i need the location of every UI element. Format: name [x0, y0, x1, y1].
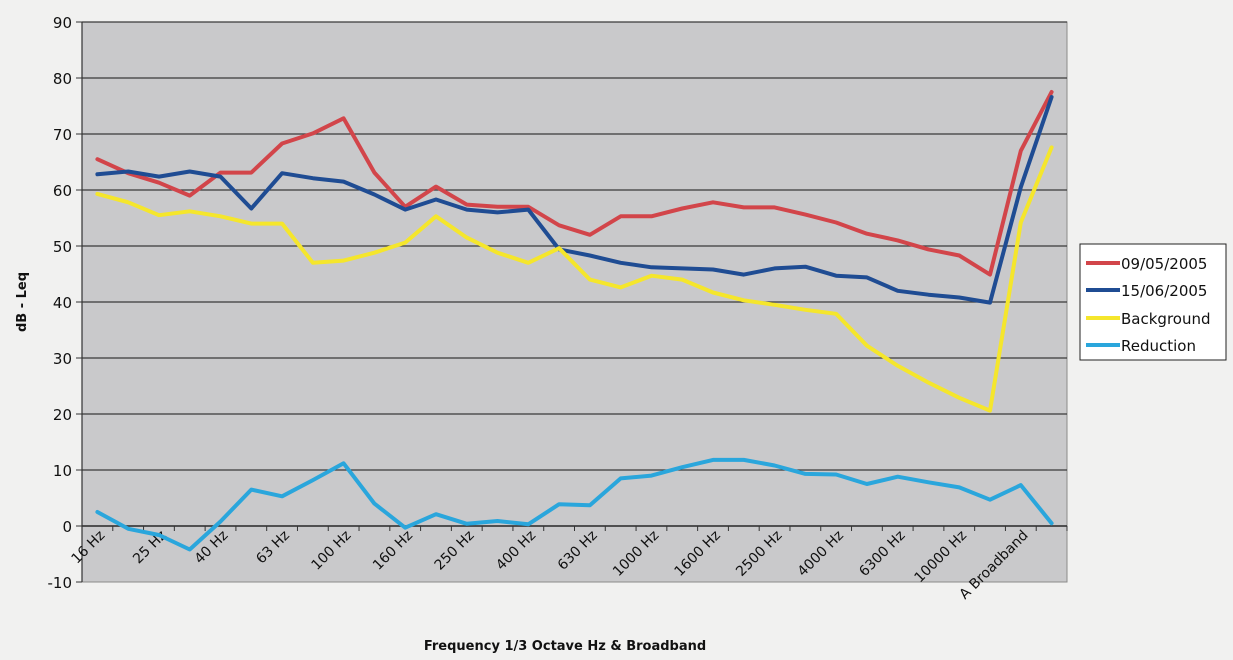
series-line-background	[95, 145, 1054, 413]
series-lines	[95, 90, 1054, 552]
legend-item-15-06-2005: 15/06/2005	[1086, 282, 1207, 300]
series-line-reduction	[95, 457, 1054, 552]
y-tick-label: 30	[53, 350, 72, 368]
legend-label: 09/05/2005	[1121, 255, 1207, 273]
series-line-15-06-2005	[95, 95, 1054, 305]
legend-item-background: Background	[1086, 310, 1211, 328]
y-tick-label: 20	[53, 406, 72, 424]
y-tick-label: 50	[53, 238, 72, 256]
legend-label: Reduction	[1121, 337, 1196, 355]
legend: 09/05/2005 15/06/2005 Background Reducti…	[1079, 243, 1227, 361]
y-tick-label: -10	[48, 574, 73, 592]
y-axis-title: dB - Leq	[15, 272, 30, 332]
y-axis-ticks: -10 0 10 20 30 40 50 60 70 80 90	[48, 14, 83, 592]
y-tick-label: 10	[53, 462, 72, 480]
legend-item-reduction: Reduction	[1086, 337, 1196, 355]
x-axis-title: Frequency 1/3 Octave Hz & Broadband	[424, 639, 706, 654]
y-tick-label: 0	[62, 518, 72, 536]
y-tick-label: 70	[53, 126, 72, 144]
y-tick-label: 80	[53, 70, 72, 88]
legend-label: Background	[1121, 310, 1211, 328]
legend-label: 15/06/2005	[1121, 282, 1207, 300]
y-tick-label: 40	[53, 294, 72, 312]
y-tick-label: 60	[53, 182, 72, 200]
legend-item-09-05-2005: 09/05/2005	[1086, 255, 1207, 273]
y-tick-label: 90	[53, 14, 72, 32]
series-line-09-05-2005	[95, 90, 1054, 277]
